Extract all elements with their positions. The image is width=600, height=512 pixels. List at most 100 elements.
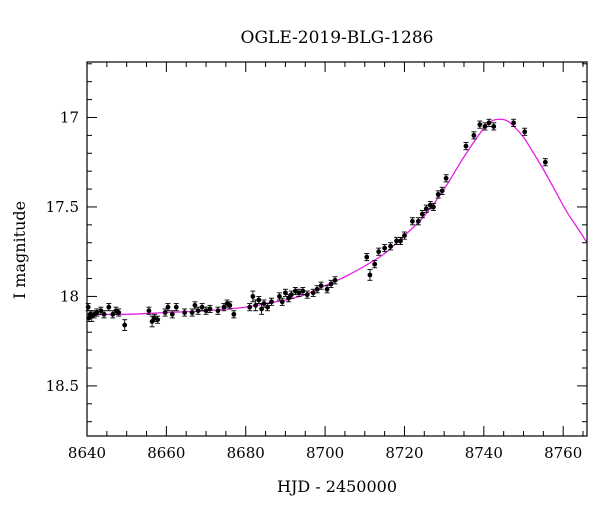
data-point bbox=[423, 204, 429, 213]
data-point bbox=[388, 242, 394, 251]
data-point bbox=[250, 290, 256, 303]
data-marker bbox=[261, 301, 267, 306]
data-point bbox=[256, 295, 262, 305]
data-point bbox=[439, 186, 445, 195]
data-point bbox=[328, 279, 334, 288]
data-marker bbox=[419, 211, 425, 217]
data-marker bbox=[304, 292, 310, 298]
data-marker bbox=[259, 306, 265, 312]
data-point bbox=[419, 210, 425, 219]
y-tick-label: 17 bbox=[60, 108, 79, 126]
data-point bbox=[288, 290, 294, 299]
data-marker bbox=[203, 308, 209, 314]
data-marker bbox=[394, 238, 399, 244]
data-point bbox=[169, 310, 175, 319]
data-marker bbox=[288, 292, 294, 298]
x-tick-label: 8740 bbox=[465, 444, 503, 462]
x-tick-labels: 8640 8660 8680 8700 8720 8740 8760 bbox=[68, 444, 582, 462]
data-marker bbox=[382, 245, 388, 251]
data-marker bbox=[256, 297, 262, 303]
data-marker bbox=[300, 288, 306, 294]
data-point bbox=[286, 294, 292, 303]
data-point bbox=[221, 303, 227, 312]
data-marker bbox=[250, 294, 256, 299]
data-marker bbox=[296, 290, 302, 296]
data-point bbox=[292, 287, 298, 296]
data-marker bbox=[423, 206, 429, 212]
data-point bbox=[367, 269, 373, 281]
data-marker bbox=[364, 254, 370, 260]
data-point bbox=[522, 127, 528, 136]
data-point bbox=[382, 244, 388, 253]
data-point bbox=[491, 122, 497, 131]
data-point bbox=[471, 131, 477, 140]
plot-frame bbox=[86, 61, 588, 437]
data-point bbox=[397, 236, 403, 245]
y-tick-label: 18 bbox=[60, 287, 79, 305]
data-marker bbox=[182, 310, 188, 315]
data-point bbox=[276, 292, 282, 301]
data-point bbox=[162, 308, 168, 317]
data-point bbox=[430, 202, 436, 211]
data-point bbox=[332, 276, 338, 285]
data-marker bbox=[279, 299, 285, 305]
data-marker bbox=[292, 288, 298, 294]
data-point bbox=[324, 285, 330, 294]
data-point bbox=[482, 122, 488, 131]
data-point bbox=[155, 315, 161, 324]
data-marker bbox=[231, 311, 237, 317]
data-marker bbox=[189, 310, 195, 315]
data-marker bbox=[247, 304, 253, 310]
data-marker bbox=[207, 306, 213, 312]
data-marker bbox=[215, 308, 221, 314]
data-marker bbox=[367, 272, 373, 278]
data-point bbox=[195, 306, 201, 315]
data-marker bbox=[122, 322, 128, 328]
data-point bbox=[304, 290, 310, 299]
data-marker bbox=[192, 302, 198, 308]
model-curve bbox=[87, 118, 587, 316]
chart-title: OGLE-2019-BLG-1286 bbox=[241, 28, 434, 48]
data-point bbox=[215, 306, 221, 315]
data-point bbox=[189, 308, 195, 317]
data-marker bbox=[265, 304, 270, 310]
data-point bbox=[427, 201, 433, 210]
data-marker bbox=[94, 310, 100, 315]
data-marker bbox=[286, 295, 291, 301]
data-marker bbox=[435, 192, 441, 197]
data-marker bbox=[165, 304, 171, 310]
data-marker bbox=[471, 132, 477, 138]
data-marker bbox=[106, 304, 112, 310]
data-marker bbox=[110, 311, 116, 317]
data-marker bbox=[221, 304, 227, 310]
data-point bbox=[376, 247, 382, 256]
data-marker bbox=[314, 286, 320, 292]
data-point bbox=[207, 304, 213, 313]
data-marker bbox=[318, 283, 324, 289]
data-point bbox=[401, 231, 407, 240]
data-marker bbox=[328, 281, 334, 287]
data-point bbox=[165, 303, 171, 312]
data-point bbox=[269, 297, 275, 306]
data-point bbox=[542, 158, 548, 167]
data-point bbox=[101, 310, 107, 319]
data-point bbox=[231, 310, 237, 319]
y-tick-labels: 17 17.5 18 18.5 bbox=[46, 108, 79, 394]
x-tick-label: 8680 bbox=[227, 444, 265, 462]
data-marker bbox=[439, 188, 445, 194]
data-marker bbox=[542, 159, 548, 165]
data-point bbox=[173, 303, 179, 312]
data-marker bbox=[146, 308, 152, 314]
data-point bbox=[415, 217, 421, 226]
data-point bbox=[282, 288, 288, 297]
data-point bbox=[110, 310, 116, 319]
data-marker bbox=[199, 304, 205, 310]
x-axis-label: HJD - 2450000 bbox=[277, 477, 397, 496]
data-marker bbox=[477, 122, 483, 128]
data-marker bbox=[431, 204, 436, 210]
data-point bbox=[364, 253, 370, 262]
data-point bbox=[203, 306, 209, 315]
x-tick-label: 8660 bbox=[147, 444, 185, 462]
data-point bbox=[259, 303, 265, 315]
data-point bbox=[146, 306, 152, 315]
